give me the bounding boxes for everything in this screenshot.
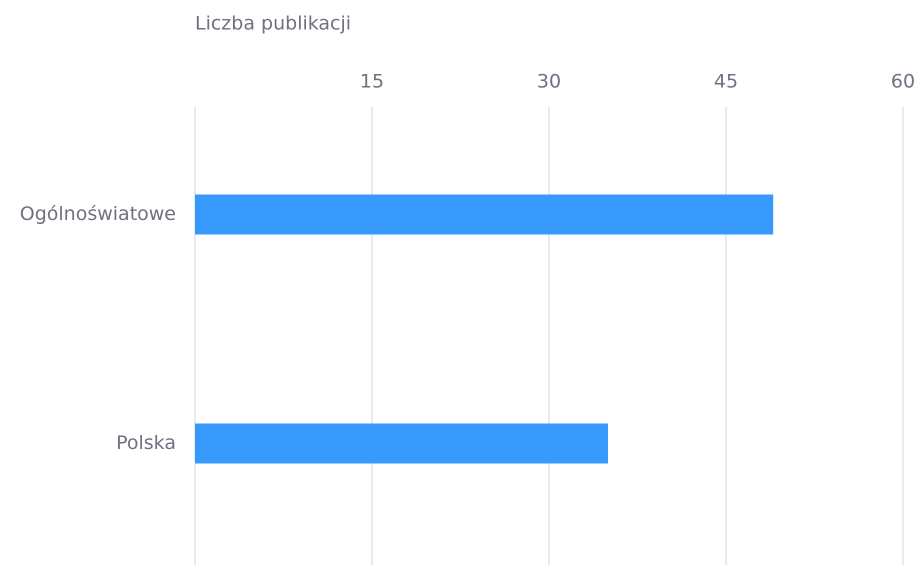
x-tick-label: 15 [360,71,384,93]
y-tick-label: Polska [116,432,176,454]
x-tick-label: 30 [537,71,561,93]
x-tick-label: 45 [714,71,738,93]
y-tick-label: Ogólnoświatowe [20,203,176,225]
bar [195,423,608,464]
x-tick-label: 60 [891,71,915,93]
axis-title: Liczba publikacji [195,13,351,35]
bar [195,194,774,235]
